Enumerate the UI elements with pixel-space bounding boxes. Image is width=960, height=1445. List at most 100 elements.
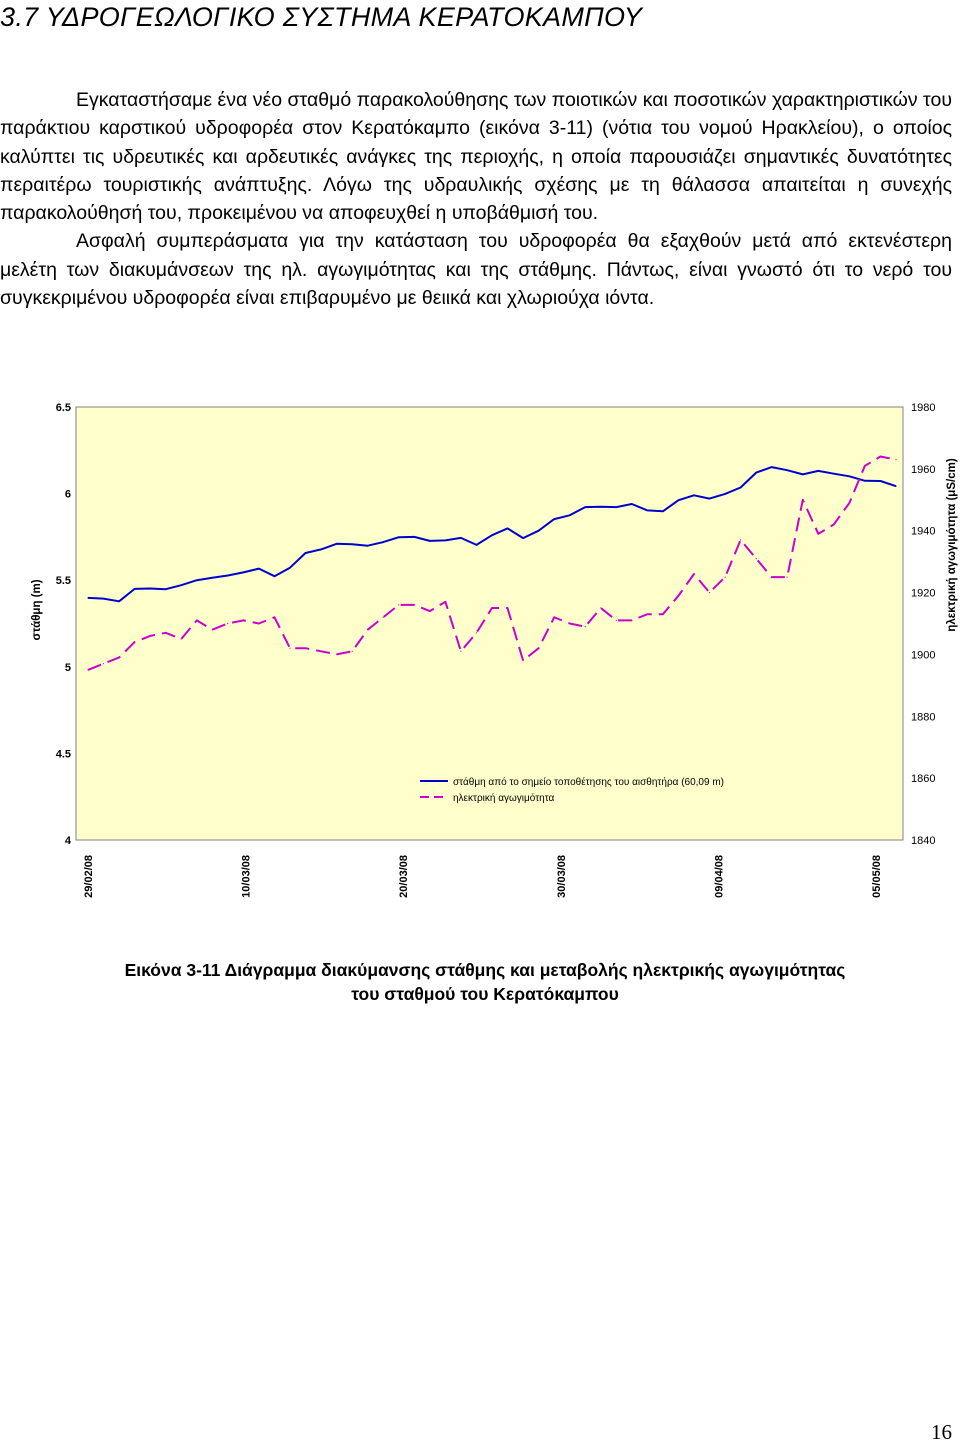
data-point: [771, 466, 773, 468]
data-point: [724, 576, 726, 578]
y-axis-ticks: 4 4.5 5 5.5 6 6.5: [56, 402, 72, 847]
y2-axis-ticks: 1840 1860 1880 1900 1920 1940 1960 1980: [911, 402, 935, 847]
data-point: [755, 472, 757, 474]
legend-label-conductivity: ηλεκτρική αγωγιμότητα: [453, 792, 555, 804]
data-point: [662, 613, 664, 615]
data-point: [786, 576, 788, 578]
data-point: [708, 498, 711, 500]
y-axis-label: στάθμη (m): [31, 579, 43, 640]
data-point: [848, 475, 851, 477]
data-point: [693, 494, 695, 496]
data-point: [87, 669, 89, 671]
data-point: [351, 543, 353, 545]
data-point: [273, 575, 276, 577]
legend: στάθμη από το σημείο τοποθέτησης του αισ…: [420, 776, 724, 804]
x-tick-label: 05/05/08: [871, 855, 883, 898]
data-point: [600, 506, 602, 508]
data-point: [180, 584, 182, 586]
paragraph-2: Ασφαλή συμπεράσματα για την κατάσταση το…: [0, 230, 952, 310]
data-point: [258, 568, 260, 570]
data-point: [180, 638, 182, 640]
data-point: [740, 486, 742, 489]
figure-caption: Εικόνα 3-11 Διάγραμμα διακύμανσης στάθμη…: [60, 958, 910, 1006]
data-point: [631, 503, 633, 505]
caption-line-1: Εικόνα 3-11 Διάγραμμα διακύμανσης στάθμη…: [124, 960, 846, 980]
y-tick-label: 5.5: [56, 575, 71, 587]
data-point: [196, 619, 198, 621]
data-point: [553, 616, 555, 618]
data-point: [165, 588, 167, 590]
series-layer: [87, 455, 897, 671]
data-point: [475, 544, 478, 546]
data-point: [102, 598, 105, 600]
y-tick-label: 5: [65, 662, 71, 674]
data-point: [895, 459, 897, 461]
data-point: [506, 607, 509, 609]
data-point: [118, 656, 120, 659]
data-point: [367, 545, 369, 547]
data-point: [677, 499, 680, 501]
x-tick-label: 10/03/08: [241, 855, 253, 898]
x-tick-label: 30/03/08: [556, 855, 568, 898]
y2-tick-label: 1960: [911, 464, 935, 476]
y2-tick-label: 1920: [911, 588, 935, 600]
data-point: [708, 592, 711, 594]
caption-line-2: του σταθμού του Κερατόκαμπου: [351, 984, 619, 1004]
y-tick-label: 6: [65, 489, 71, 501]
data-point: [258, 622, 260, 625]
data-point: [444, 539, 446, 541]
data-point: [615, 506, 617, 508]
data-point: [569, 514, 571, 516]
data-point: [134, 588, 136, 590]
data-point: [879, 480, 882, 482]
data-point: [538, 530, 540, 532]
data-point: [895, 485, 897, 487]
data-point: [802, 473, 804, 475]
data-point: [87, 597, 89, 599]
data-point: [382, 541, 384, 543]
data-point: [382, 616, 384, 618]
data-point: [646, 509, 649, 511]
paragraph-1: Εγκαταστήσαμε ένα νέο σταθμό παρακολούθη…: [0, 89, 952, 225]
data-point: [444, 601, 446, 603]
data-point: [196, 579, 198, 581]
data-point: [165, 632, 167, 634]
y2-tick-label: 1840: [911, 835, 935, 847]
data-point: [289, 647, 291, 649]
data-point: [864, 465, 866, 467]
x-tick-label: 29/02/08: [83, 855, 95, 898]
data-point: [475, 632, 478, 634]
x-tick-label: 20/03/08: [398, 855, 410, 898]
body-text: Εγκαταστήσαμε ένα νέο σταθμό παρακολούθη…: [0, 86, 952, 312]
data-point: [755, 558, 757, 560]
data-point: [149, 587, 151, 590]
data-point: [584, 506, 586, 508]
data-point: [802, 499, 804, 501]
data-point: [227, 574, 229, 577]
page-number: 16: [931, 1420, 952, 1444]
data-point: [211, 577, 213, 579]
data-point: [522, 660, 524, 662]
data-point: [398, 536, 400, 538]
data-point: [149, 635, 151, 637]
data-point: [506, 527, 509, 529]
data-point: [662, 510, 664, 512]
y2-axis-label: ηλεκτρική αγωγιμότητα (μS/cm): [946, 458, 958, 631]
data-point: [864, 480, 866, 482]
data-point: [693, 573, 695, 575]
y-tick-label: 4: [65, 835, 72, 847]
data-point: [429, 610, 431, 612]
data-point: [413, 604, 415, 606]
data-point: [553, 518, 555, 520]
data-point: [413, 536, 415, 538]
data-point: [320, 548, 322, 550]
data-point: [600, 607, 602, 609]
data-point: [460, 537, 462, 539]
data-point: [677, 595, 680, 597]
data-point: [304, 647, 307, 649]
y-tick-label: 6.5: [56, 402, 71, 414]
plot-area: [75, 406, 904, 841]
data-point: [320, 650, 322, 652]
data-point: [134, 641, 136, 643]
data-point: [848, 502, 851, 504]
